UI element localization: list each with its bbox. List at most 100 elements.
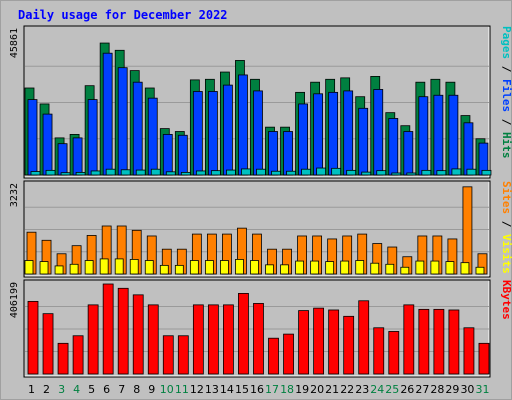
x-axis-labels: 1 2 3 4 5 6 7 8 9 10 11 12 13 14 15 16 17 18 19 20 21 22 23 24 2… — [28, 383, 489, 396]
x-tick-day-12: 12 — [190, 383, 204, 396]
bar-visits-day-14 — [220, 260, 229, 275]
bar-kbytes-day-5 — [87, 304, 99, 375]
x-tick-day-1: 1 — [28, 383, 35, 396]
bar-files-day-14 — [223, 84, 233, 176]
bar-kbytes-day-4 — [72, 335, 84, 375]
bar-kbytes-day-31 — [478, 342, 490, 375]
x-tick-day-9: 9 — [148, 383, 155, 396]
bar-pages-day-22 — [346, 169, 357, 176]
bar-files-day-4 — [72, 137, 83, 176]
bar-kbytes-day-1 — [27, 300, 39, 375]
bar-visits-day-28 — [430, 260, 440, 275]
panel-visits_sites: 3232 Sites / Visits — [9, 180, 512, 278]
panel-legend: Sites / Visits — [500, 181, 512, 274]
bar-visits-day-4 — [69, 263, 79, 275]
bar-pages-day-28 — [436, 170, 447, 176]
bar-visits-day-2 — [39, 261, 49, 275]
bar-pages-day-17 — [271, 170, 281, 176]
bar-pages-day-15 — [241, 168, 251, 176]
bar-pages-day-19 — [301, 168, 311, 176]
x-tick-day-25: 25 — [385, 383, 399, 396]
legend-separator: / — [500, 59, 512, 79]
bar-pages-day-2 — [45, 169, 56, 176]
bar-visits-day-1 — [24, 260, 34, 275]
bar-visits-day-13 — [204, 260, 214, 275]
bar-kbytes-day-8 — [132, 294, 144, 375]
bar-visits-day-23 — [355, 260, 365, 275]
bar-visits-day-29 — [445, 261, 455, 275]
bar-files-day-5 — [87, 99, 98, 176]
legend-kbytes: KBytes — [500, 280, 512, 320]
panel-hits_files_pages: 45861 Pages / Files / Hits — [9, 25, 512, 179]
bar-pages-day-10 — [165, 171, 176, 176]
x-tick-day-14: 14 — [220, 383, 234, 396]
bar-pages-day-13 — [210, 170, 221, 176]
bar-files-day-17 — [268, 131, 278, 176]
bar-kbytes-day-24 — [373, 327, 385, 375]
bar-kbytes-day-17 — [268, 337, 279, 375]
bar-pages-day-12 — [195, 170, 206, 176]
bar-pages-day-31 — [481, 169, 492, 176]
bar-pages-day-5 — [90, 170, 101, 176]
bar-visits-day-20 — [310, 260, 320, 275]
bar-files-day-9 — [147, 97, 158, 176]
panel-max-label: 3232 — [9, 183, 20, 207]
x-tick-day-20: 20 — [310, 383, 324, 396]
x-tick-day-13: 13 — [205, 383, 219, 396]
panel-legend: Pages / Files / Hits — [500, 26, 512, 159]
legend-sites: Sites — [500, 181, 512, 214]
bar-sites-day-30 — [462, 186, 473, 275]
bar-visits-day-30 — [460, 262, 470, 275]
bar-pages-day-3 — [60, 172, 71, 176]
bar-visits-day-3 — [54, 265, 64, 275]
bar-kbytes-day-6 — [102, 283, 114, 375]
bar-visits-day-5 — [84, 260, 94, 275]
bar-files-day-8 — [132, 81, 143, 176]
x-tick-day-8: 8 — [133, 383, 140, 396]
bar-pages-day-11 — [180, 171, 191, 176]
bar-pages-day-8 — [135, 169, 146, 176]
bar-kbytes-day-18 — [283, 333, 294, 375]
panel-legend: KBytes — [500, 280, 512, 320]
bar-visits-day-18 — [280, 264, 289, 275]
bar-files-day-30 — [463, 122, 474, 176]
bar-files-day-13 — [207, 91, 218, 176]
bar-pages-day-26 — [406, 172, 417, 176]
bar-pages-day-6 — [105, 168, 116, 176]
bar-kbytes-day-16 — [253, 303, 264, 375]
x-tick-day-4: 4 — [73, 383, 80, 396]
x-tick-day-18: 18 — [280, 383, 294, 396]
bar-kbytes-day-9 — [147, 304, 159, 375]
bar-files-day-20 — [313, 93, 324, 176]
bar-visits-day-25 — [385, 263, 395, 275]
bar-files-day-29 — [448, 94, 459, 176]
bar-pages-day-25 — [391, 172, 402, 176]
bar-files-day-24 — [373, 89, 384, 176]
bar-kbytes-day-3 — [57, 342, 69, 375]
bar-files-day-21 — [328, 91, 339, 176]
bar-visits-day-9 — [144, 260, 154, 275]
bar-files-day-15 — [238, 74, 248, 176]
x-tick-day-31: 31 — [475, 383, 489, 396]
x-tick-day-16: 16 — [250, 383, 264, 396]
x-tick-day-21: 21 — [325, 383, 339, 396]
bar-pages-day-24 — [376, 170, 387, 176]
bar-files-day-16 — [253, 90, 263, 176]
bar-visits-day-10 — [159, 264, 169, 275]
chart-title: Daily usage for December 2022 — [18, 8, 228, 22]
bar-files-day-25 — [388, 118, 399, 176]
x-tick-day-29: 29 — [445, 383, 459, 396]
bar-kbytes-day-22 — [343, 315, 355, 375]
bar-visits-day-26 — [400, 266, 410, 275]
bar-files-day-6 — [102, 52, 113, 176]
bar-pages-day-30 — [466, 168, 477, 176]
legend-visits: Visits — [500, 234, 512, 274]
bar-files-day-12 — [192, 91, 203, 176]
bar-kbytes-day-30 — [463, 327, 475, 375]
x-tick-day-6: 6 — [103, 383, 110, 396]
bar-visits-day-31 — [475, 266, 485, 275]
x-tick-day-5: 5 — [88, 383, 95, 396]
legend-hits: Hits — [500, 132, 512, 159]
